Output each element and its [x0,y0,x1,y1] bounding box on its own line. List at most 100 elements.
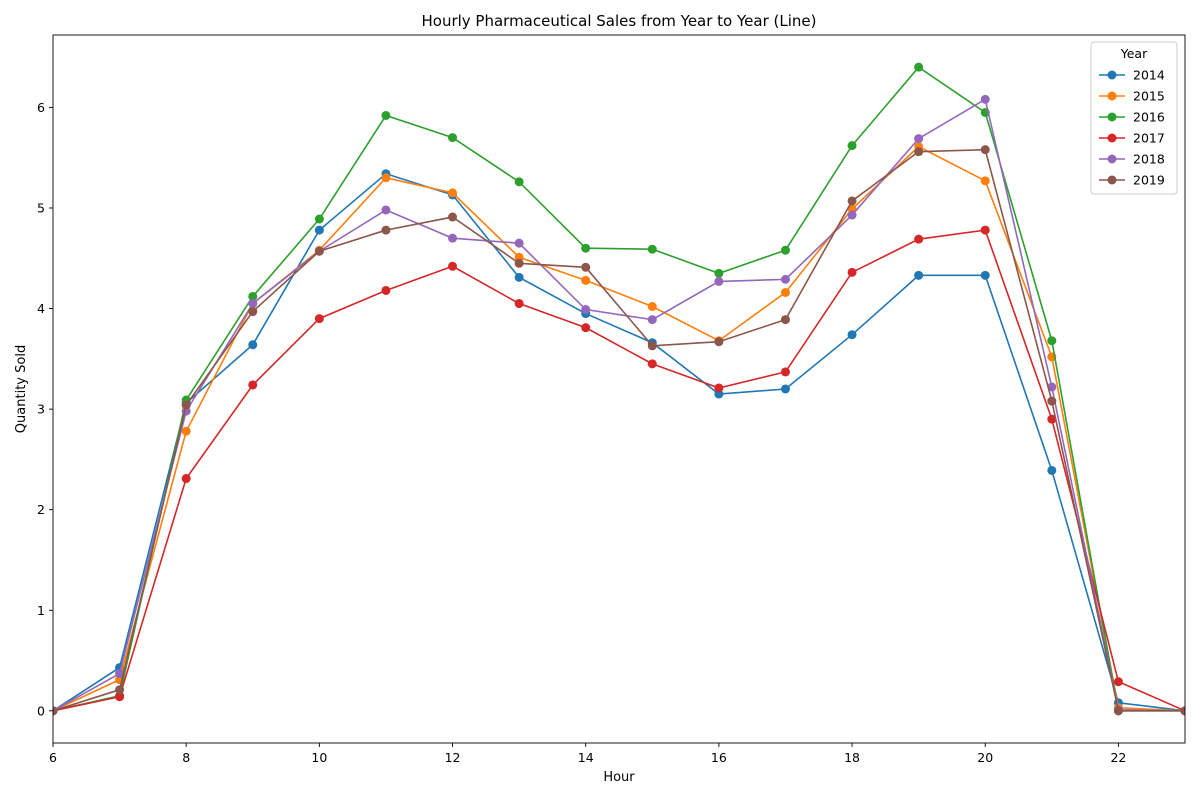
data-point-2016-12 [448,133,458,143]
data-point-2017-14 [581,323,591,333]
data-point-2017-13 [514,299,524,309]
data-point-2018-20 [980,94,990,104]
x-tick-label: 18 [844,750,860,765]
legend-marker-2019 [1107,175,1117,185]
data-point-2014-9 [248,340,258,350]
x-axis: 6 8 10 12 14 16 18 20 22 [49,743,1126,765]
data-point-2014-13 [514,272,524,282]
data-point-2014-21 [1047,465,1057,475]
data-point-2019-12 [448,212,458,222]
data-point-2019-22 [1113,706,1123,716]
x-tick-label: 14 [578,750,594,765]
data-point-2016-9 [248,291,258,301]
chart-title: Hourly Pharmaceutical Sales from Year to… [421,12,816,30]
data-point-2016-11 [381,110,391,120]
data-point-2015-11 [381,173,391,183]
legend-marker-2017 [1107,133,1117,143]
data-point-2019-16 [714,337,724,347]
y-axis-title: Quantity Sold [14,345,29,433]
data-point-2014-20 [980,270,990,280]
series-line-2018 [53,98,1185,712]
data-point-2019-6 [53,706,58,716]
data-point-2019-8 [181,400,191,410]
data-point-2017-7 [115,692,125,702]
data-point-2017-10 [314,314,324,324]
data-point-2016-19 [914,62,924,72]
data-point-2017-8 [181,474,191,484]
axes-frame [52,34,1186,744]
data-point-2015-8 [181,426,191,436]
data-point-2016-21 [1047,336,1057,346]
data-point-2019-20 [980,145,990,155]
data-point-2015-15 [647,302,657,312]
y-tick-label: 2 [37,502,45,517]
legend-label-2017: 2017 [1133,131,1165,146]
data-point-2017-19 [914,234,924,244]
legend-label-2015: 2015 [1133,89,1165,104]
data-point-2018-16 [714,276,724,286]
data-point-2018-9 [248,299,258,309]
legend: Year 2014 2015 2016 2017 2018 2019 [1090,41,1178,195]
legend-label-2016: 2016 [1133,110,1165,125]
data-point-2019-15 [647,341,657,351]
data-point-2015-12 [448,188,458,198]
data-point-2018-12 [448,233,458,243]
data-point-2019-17 [780,315,790,325]
data-point-2017-9 [248,380,258,390]
data-point-2016-13 [514,177,524,187]
data-point-2019-13 [514,258,524,268]
legend-marker-2015 [1107,91,1117,101]
y-tick-label: 3 [37,402,45,417]
data-point-2016-15 [647,244,657,254]
data-point-2017-16 [714,383,724,393]
data-point-2017-20 [980,225,990,235]
series-line-2015 [53,145,1185,712]
data-point-2017-22 [1113,677,1123,687]
legend-marker-2018 [1107,154,1117,164]
data-point-2014-17 [780,384,790,394]
data-point-2018-15 [647,315,657,325]
series-line-2014 [53,172,1185,712]
data-point-2018-18 [847,210,857,220]
data-point-2019-14 [581,262,591,272]
x-axis-title: Hour [603,770,635,785]
data-point-2018-17 [780,274,790,284]
data-point-2019-11 [381,225,391,235]
data-point-2019-18 [847,196,857,206]
y-tick-label: 4 [37,301,45,316]
data-point-2015-14 [581,275,591,285]
x-tick-label: 8 [182,750,190,765]
y-axis: 0 1 2 3 4 5 6 [37,100,53,718]
data-point-2018-21 [1047,382,1057,392]
data-point-2019-23 [1180,706,1185,716]
data-point-2016-18 [847,141,857,151]
data-point-2016-10 [314,214,324,224]
legend-marker-2014 [1107,70,1117,80]
data-point-2015-20 [980,176,990,186]
x-tick-label: 6 [49,750,57,765]
plot-area [52,34,1186,744]
data-point-2018-14 [581,305,591,315]
legend-label-2014: 2014 [1133,68,1165,83]
data-point-2017-18 [847,267,857,277]
series-line-2019 [53,148,1185,712]
data-point-2016-16 [714,268,724,278]
data-point-2019-19 [914,147,924,157]
data-point-2018-7 [115,669,125,679]
y-tick-label: 6 [37,100,45,115]
data-point-2019-21 [1047,396,1057,406]
legend-label-2018: 2018 [1133,152,1165,167]
data-point-2019-7 [115,685,125,695]
data-point-2017-11 [381,285,391,295]
legend-marker-2016 [1107,112,1117,122]
y-tick-label: 1 [37,603,45,618]
data-point-2014-19 [914,270,924,280]
data-point-2018-13 [514,238,524,248]
data-point-2017-12 [448,261,458,271]
legend-title: Year [1120,46,1148,61]
data-point-2017-17 [780,367,790,377]
x-tick-label: 16 [711,750,727,765]
data-point-2017-21 [1047,414,1057,424]
x-tick-label: 10 [311,750,327,765]
